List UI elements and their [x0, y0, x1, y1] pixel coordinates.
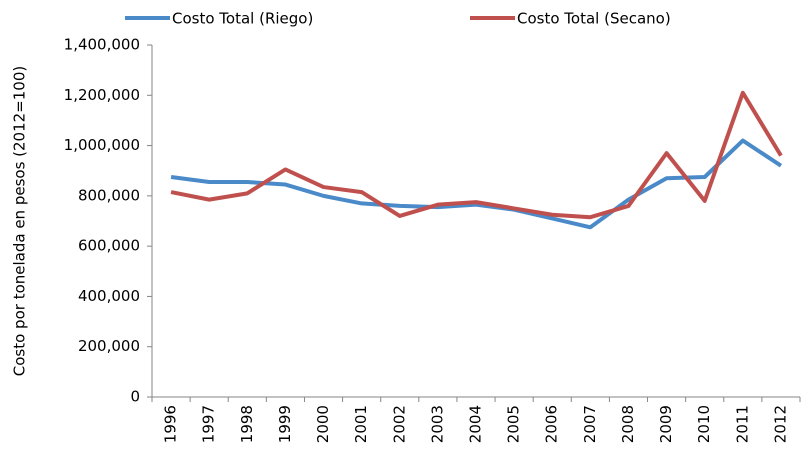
x-tick-label: 2002: [390, 405, 408, 443]
x-tick-label: 2008: [619, 405, 637, 443]
legend-label: Costo Total (Secano): [517, 10, 671, 28]
x-tick-label: 1996: [162, 405, 180, 443]
x-tick-label: 2006: [543, 405, 561, 443]
y-tick-label: 0: [130, 388, 140, 406]
x-tick-label: 2007: [581, 405, 599, 443]
x-tick-label: 2010: [695, 405, 713, 443]
x-tick-label: 2000: [314, 405, 332, 443]
y-tick-label: 400,000: [78, 287, 140, 305]
legend-label: Costo Total (Riego): [172, 10, 313, 28]
x-tick-label: 2012: [771, 405, 789, 443]
x-tick-label: 2001: [352, 405, 370, 443]
x-tick-label: 1997: [200, 405, 218, 443]
x-tick-label: 2009: [657, 405, 675, 443]
y-tick-label: 1,200,000: [64, 86, 140, 104]
series-line: [170, 90, 783, 220]
y-tick-label: 200,000: [78, 337, 140, 355]
x-tick-label: 2011: [733, 405, 751, 443]
x-tick-label: 2003: [428, 405, 446, 443]
x-tick-label: 2004: [467, 405, 485, 443]
x-tick-label: 1999: [276, 405, 294, 443]
x-tick-label: 1998: [238, 405, 256, 443]
y-tick-label: 1,000,000: [64, 136, 140, 154]
y-tick-label: 1,400,000: [64, 36, 140, 54]
y-tick-label: 600,000: [78, 237, 140, 255]
y-axis-title: Costo por tonelada en pesos (2012=100): [11, 66, 29, 376]
series-line: [170, 138, 783, 230]
y-tick-label: 800,000: [78, 186, 140, 204]
x-tick-label: 2005: [505, 405, 523, 443]
